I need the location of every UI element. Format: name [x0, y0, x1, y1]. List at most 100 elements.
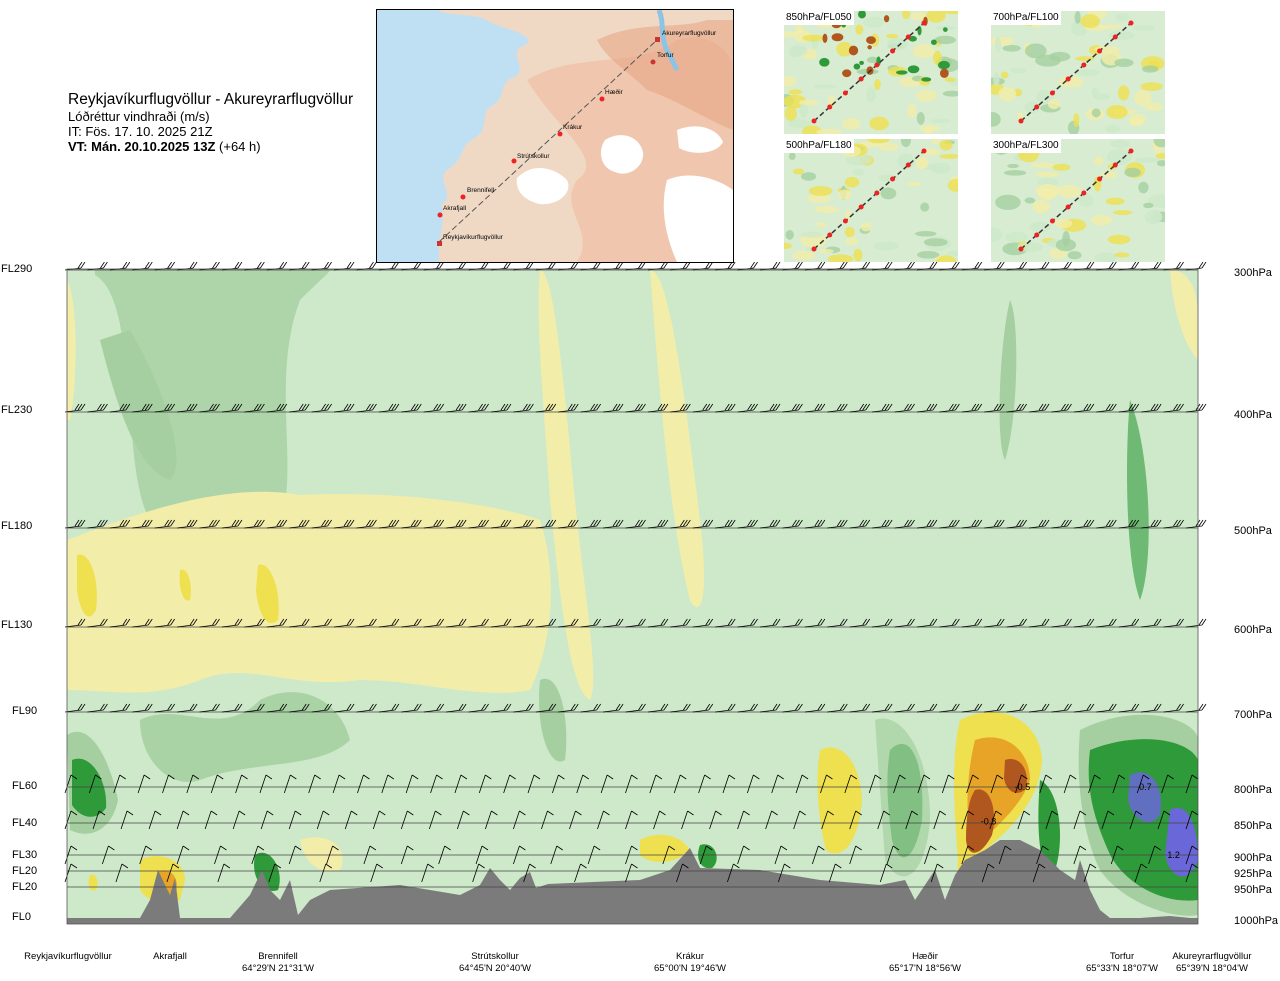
site-label: Reykjavíkurflugvöllur	[24, 951, 112, 963]
pressure-level-label: 850hPa	[1234, 820, 1272, 832]
wind-barb	[490, 618, 512, 628]
wind-barb	[603, 403, 624, 413]
wind-barb	[64, 863, 78, 883]
wind-barb	[558, 403, 579, 413]
mini-map-blob	[1055, 238, 1077, 252]
wind-barb	[109, 403, 131, 413]
mini-map-blob	[800, 231, 823, 238]
wind-barb	[653, 810, 666, 830]
wind-barb	[1096, 703, 1117, 713]
wind-barb	[446, 703, 467, 713]
mini-map-blob	[991, 36, 1014, 47]
wind-barb	[472, 863, 485, 883]
map-label-krakur: Krákur	[563, 124, 583, 131]
wind-barb	[984, 519, 1005, 529]
wind-barb	[401, 703, 422, 713]
mini-map-blob	[859, 60, 864, 65]
wind-barb	[221, 519, 243, 529]
wind-barb	[490, 519, 512, 529]
wind-barb	[1073, 810, 1087, 830]
wind-barb	[1157, 810, 1171, 830]
wind-barb	[804, 403, 826, 413]
wind-barb	[1136, 774, 1150, 794]
pressure-level-label: 700hPa	[1234, 709, 1272, 721]
site-label: Torfur 65°33'N 18°07'W	[1086, 951, 1158, 975]
mini-map-blob	[1057, 184, 1082, 199]
mini-map-blob	[788, 89, 803, 95]
mini-map-blob	[799, 99, 819, 106]
mini-map-route	[1020, 150, 1132, 250]
wind-barb	[771, 774, 784, 794]
wind-barb	[535, 703, 557, 713]
wind-barb	[357, 774, 370, 794]
mini-map-blob	[907, 65, 920, 74]
wind-barb	[88, 774, 102, 794]
wind-barb	[177, 403, 198, 413]
mini-map-blob	[853, 248, 863, 262]
wind-barb	[558, 703, 579, 713]
mini-map-blob	[1115, 13, 1130, 22]
title-block: Reykjavíkurflugvöllur - Akureyrarflugvöl…	[68, 90, 378, 154]
wind-barb	[961, 519, 983, 529]
wind-barb	[670, 618, 691, 628]
wind-barb	[981, 863, 995, 883]
wind-barb	[1073, 403, 1095, 413]
wind-barb	[827, 618, 848, 628]
wind-barb	[827, 519, 848, 529]
mini-map-blob	[1024, 101, 1040, 114]
wind-barb	[1185, 774, 1199, 794]
mini-map-blob	[784, 106, 797, 121]
wind-barb	[984, 703, 1005, 713]
wind-barb	[221, 403, 243, 413]
wind-barb	[154, 403, 176, 413]
wind-barb	[759, 519, 781, 529]
wind-barb	[1185, 618, 1207, 628]
wind-barb	[989, 810, 1003, 830]
wind-barb	[513, 403, 534, 413]
wind-barb	[244, 403, 265, 413]
wind-barb	[1073, 618, 1095, 628]
wind-barb	[625, 703, 646, 713]
wind-barb	[777, 863, 791, 883]
wind-barb	[550, 845, 563, 865]
wind-barb	[316, 810, 330, 830]
mini-map-blob	[1114, 58, 1134, 68]
wind-barb	[727, 863, 740, 883]
wind-barb	[401, 519, 422, 529]
mini-map-blob	[1037, 177, 1059, 187]
wind-barb	[468, 403, 489, 413]
wind-barb	[709, 810, 722, 830]
flight-level-label: FL20	[12, 881, 38, 893]
site-label: Hæðir 65°17'N 18°56'W	[889, 951, 961, 975]
wind-barb	[1036, 845, 1049, 865]
wind-barb	[356, 403, 377, 413]
pressure-level-label: 600hPa	[1234, 624, 1272, 636]
wind-barb	[148, 810, 162, 830]
wind-barb	[132, 618, 153, 628]
mini-map-blob	[930, 118, 951, 123]
wind-barb	[363, 845, 377, 865]
site-coord: 64°29'N 21°31'W	[242, 963, 314, 974]
mini-map-waypoint	[905, 34, 911, 40]
wind-barb	[378, 703, 400, 713]
wind-barb	[1163, 703, 1184, 713]
wind-barb	[998, 845, 1012, 865]
wind-barb	[984, 618, 1005, 628]
mini-map-blob	[1153, 139, 1165, 148]
wind-barb	[478, 774, 492, 794]
wind-barb	[1141, 403, 1162, 413]
wind-barb	[597, 810, 610, 830]
flight-level-label: FL40	[12, 817, 38, 829]
mini-map-blob	[1003, 170, 1027, 176]
wind-barb	[580, 519, 601, 529]
mini-map-blob	[1156, 160, 1165, 167]
mini-map-blob	[1076, 69, 1100, 77]
site-name: Hæðir	[912, 951, 938, 962]
wind-barb	[244, 519, 265, 529]
wind-barb	[372, 810, 386, 830]
wind-barb	[132, 403, 153, 413]
wind-barb	[333, 618, 355, 628]
mini-map-blob	[1052, 163, 1071, 171]
mini-map-blob	[792, 168, 805, 175]
wind-barb	[1063, 774, 1077, 794]
